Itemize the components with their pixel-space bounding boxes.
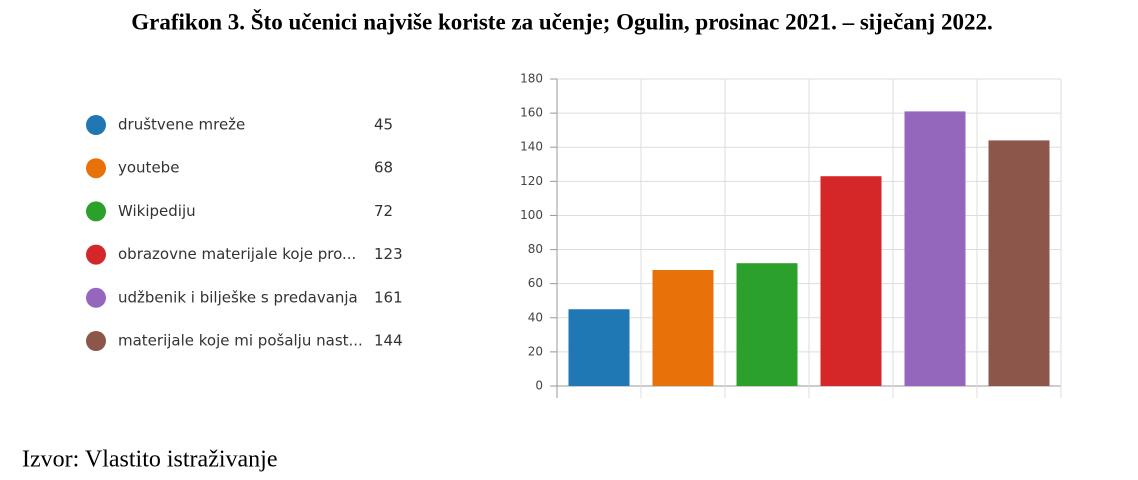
y-tick-label: 140 xyxy=(520,140,543,154)
legend-marker xyxy=(86,244,106,265)
bar xyxy=(736,263,798,386)
legend-marker xyxy=(86,331,106,351)
source-note: Izvor: Vlastito istraživanje xyxy=(22,447,277,473)
y-tick-label: 40 xyxy=(528,310,543,324)
chart-title: Grafikon 3. Što učenici najviše koriste … xyxy=(131,8,992,34)
y-tick-label: 180 xyxy=(520,72,543,86)
legend-value: 72 xyxy=(374,202,393,220)
legend-value: 68 xyxy=(374,159,393,177)
y-tick-label: 0 xyxy=(535,379,543,393)
bar xyxy=(820,176,882,386)
legend-label: materijale koje mi pošalju nast... xyxy=(118,332,363,350)
legend-value: 161 xyxy=(374,288,403,306)
y-tick-label: 100 xyxy=(520,208,543,222)
legend-value: 45 xyxy=(374,116,393,134)
legend-marker xyxy=(86,115,106,135)
bar xyxy=(568,309,630,386)
legend-marker xyxy=(86,287,106,308)
bar xyxy=(988,140,1050,386)
y-tick-label: 20 xyxy=(528,344,543,358)
legend-label: obrazovne materijale koje pro... xyxy=(118,245,356,263)
y-tick-label: 60 xyxy=(528,276,543,290)
y-tick-label: 120 xyxy=(520,174,543,188)
bar xyxy=(904,111,966,387)
legend-label: udžbenik i bilješke s predavanja xyxy=(118,288,358,306)
y-tick-label: 80 xyxy=(528,242,543,256)
legend-label: Wikipediju xyxy=(118,202,196,220)
legend-marker xyxy=(86,201,106,222)
legend-value: 144 xyxy=(374,332,403,350)
legend-marker xyxy=(86,158,106,179)
bar xyxy=(652,270,714,386)
legend-label: youtebe xyxy=(118,159,179,177)
y-tick-label: 160 xyxy=(520,106,543,120)
legend-value: 123 xyxy=(374,245,403,263)
legend-label: društvene mreže xyxy=(118,116,245,134)
